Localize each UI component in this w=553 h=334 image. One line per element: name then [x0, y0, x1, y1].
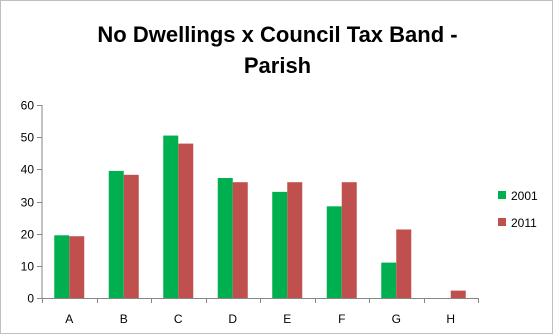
bar [396, 229, 412, 298]
x-tick-label: A [65, 312, 73, 326]
bar [272, 191, 288, 298]
bar [381, 262, 397, 298]
bar [450, 290, 466, 298]
bar [217, 178, 233, 298]
y-tick-label: 40 [21, 163, 35, 177]
chart-title-line-2: Parish [243, 53, 312, 78]
x-tick-label: B [120, 312, 128, 326]
x-tick-label: H [446, 312, 455, 326]
x-tick-label: F [338, 312, 345, 326]
bar [163, 135, 179, 298]
legend-label: 2001 [511, 189, 538, 203]
y-tick-label: 50 [21, 131, 35, 145]
series-2011 [69, 143, 466, 298]
legend-swatch [498, 191, 506, 199]
chart-title-line-1: No Dwellings x Council Tax Band - [97, 22, 458, 47]
bar [108, 170, 124, 298]
legend: 2001 2011 [498, 189, 538, 230]
x-tick-label: G [392, 312, 401, 326]
legend-swatch [498, 218, 506, 226]
y-tick-label: 20 [21, 228, 35, 242]
y-tick-label: 10 [21, 260, 35, 274]
y-tick-label: 0 [27, 292, 34, 306]
bar [178, 143, 194, 298]
x-tick-label: E [283, 312, 291, 326]
bar [232, 182, 248, 298]
x-tick-label: C [174, 312, 183, 326]
y-tick-label: 30 [21, 196, 35, 210]
x-tick-label: D [228, 312, 237, 326]
bar [287, 182, 303, 298]
legend-label: 2011 [511, 216, 537, 230]
bar [123, 174, 139, 298]
series-2001 [54, 135, 397, 298]
chart-title: No Dwellings x Council Tax Band - Parish [1, 19, 553, 81]
bar [54, 235, 70, 298]
bar [326, 206, 342, 298]
bar [69, 236, 85, 298]
y-tick-label: 60 [21, 99, 35, 113]
bar [341, 182, 357, 298]
